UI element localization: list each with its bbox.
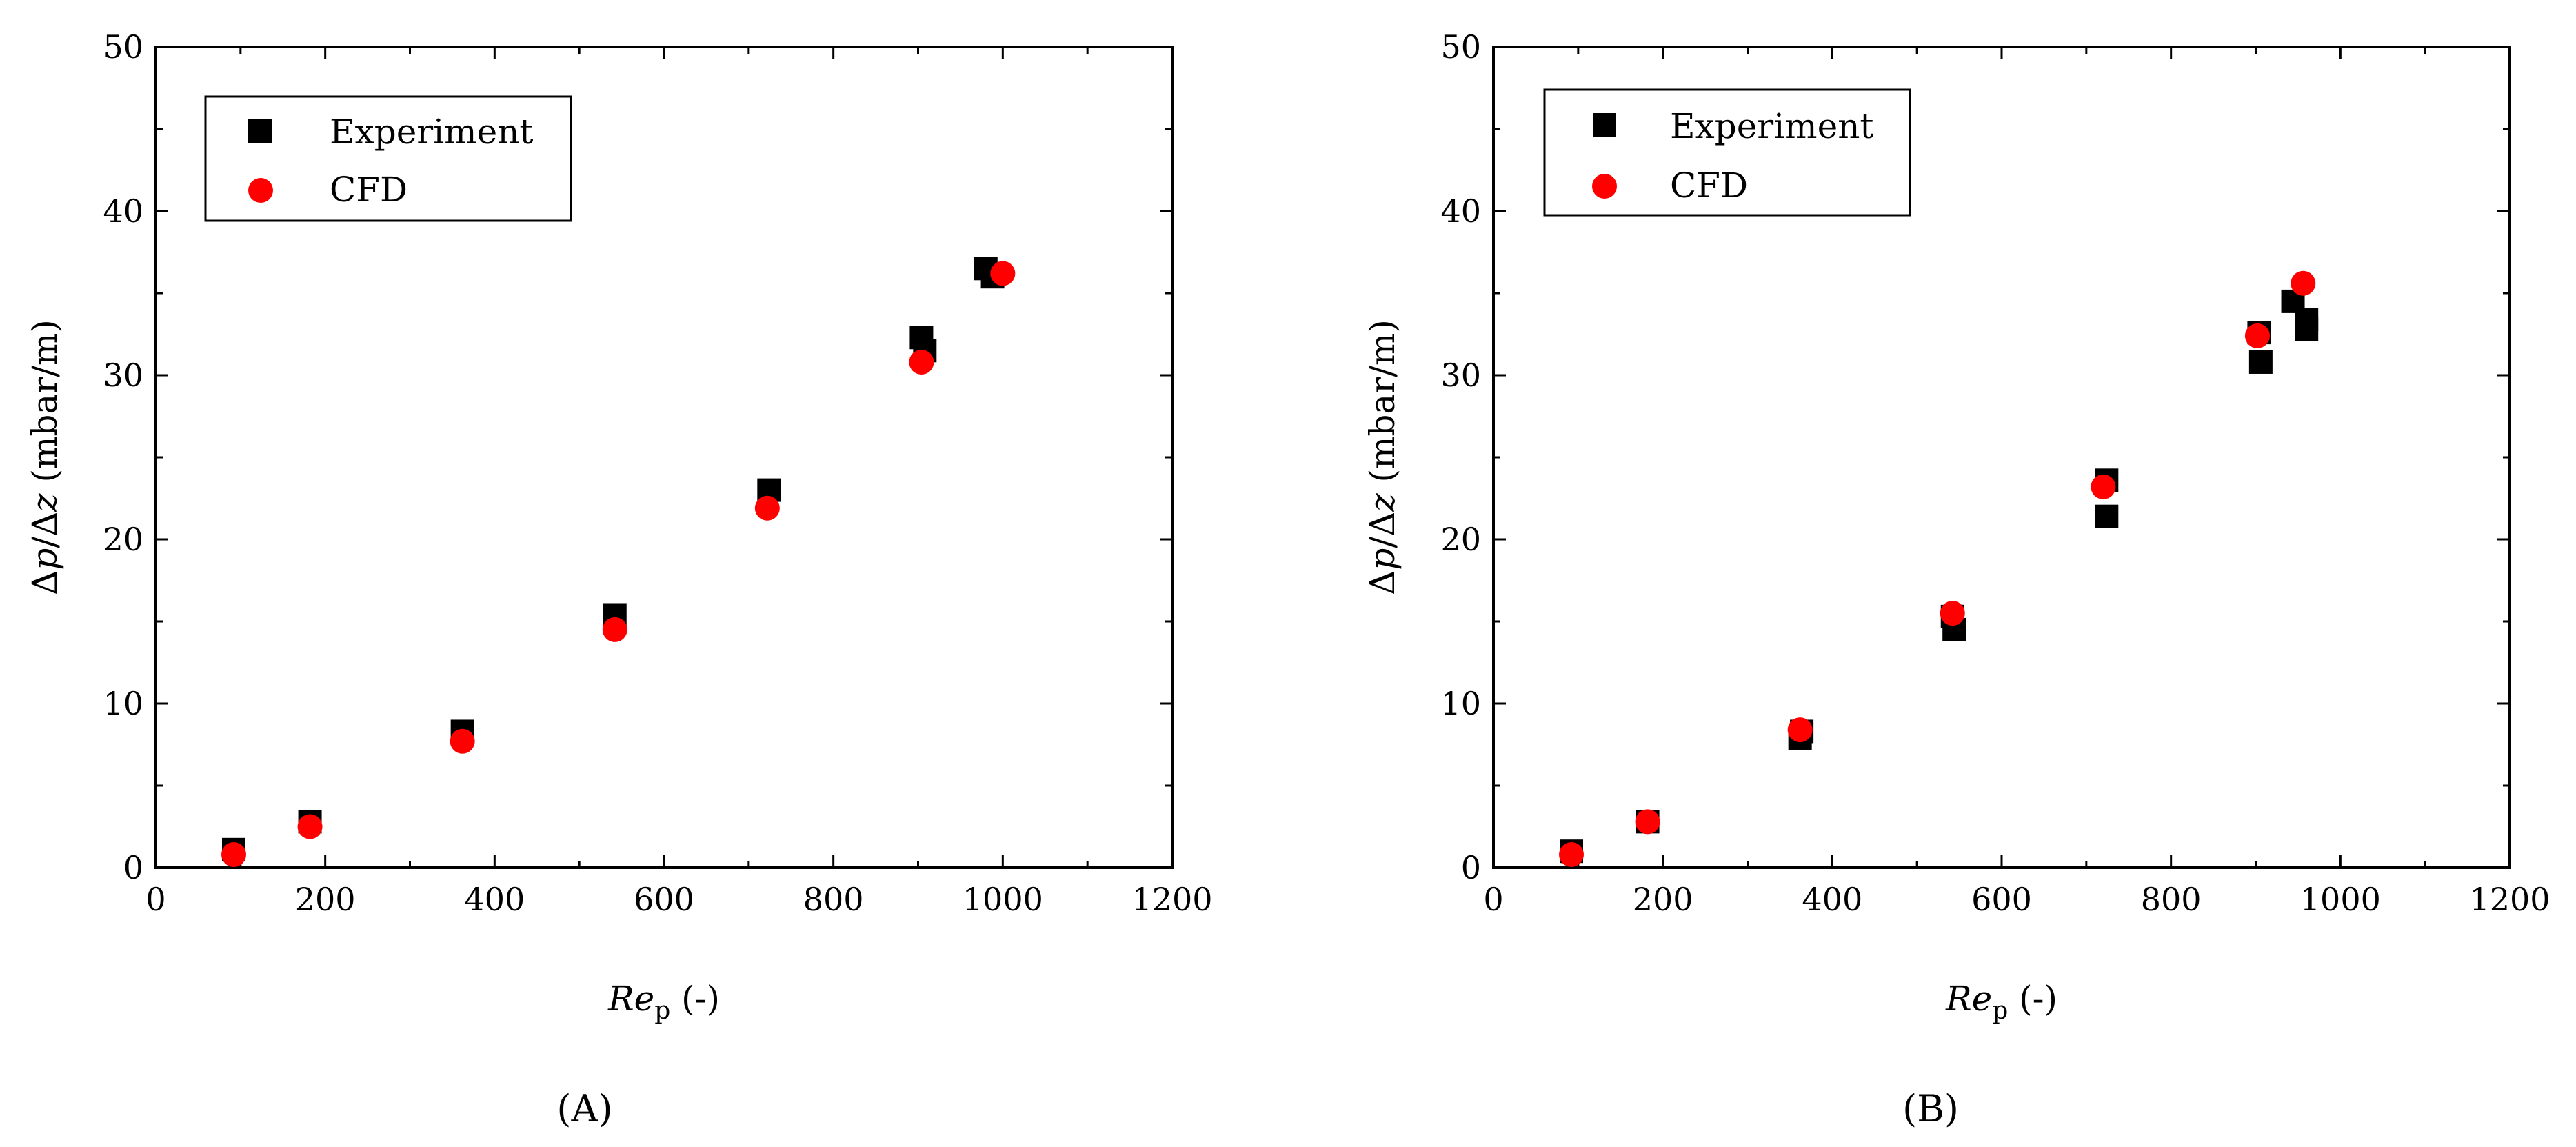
legend: Experiment CFD — [1543, 88, 1911, 217]
y-tick-label: 50 — [103, 28, 143, 66]
y-tick-label: 0 — [123, 849, 143, 886]
y-axis-label: Δp/Δz (mbar/m) — [1362, 319, 1402, 595]
panel-a: 0 200 400 600 800 1000 1200 0 10 20 30 40 50 Experim… — [25, 28, 1213, 1130]
x-axis-label: Rep (-) — [607, 979, 720, 1025]
y-tick-label: 20 — [103, 521, 143, 558]
cfd-point — [1559, 841, 1584, 867]
data-points — [1559, 270, 2319, 867]
x-axis-label: Rep (-) — [1945, 979, 2057, 1025]
x-tick-label: 800 — [803, 881, 864, 918]
legend-box — [1543, 88, 1911, 217]
x-tick-label: 400 — [1802, 881, 1862, 918]
y-tick-label: 30 — [103, 357, 143, 394]
cfd-point — [909, 349, 934, 375]
y-axis-label: Δp/Δz (mbar/m) — [25, 319, 65, 595]
legend-cfd-label: CFD — [330, 170, 407, 210]
x-tick-label: 1000 — [2300, 881, 2381, 918]
legend-experiment-label: Experiment — [1670, 106, 1873, 146]
cfd-point — [602, 617, 627, 642]
y-tick-label: 0 — [1461, 849, 1481, 886]
panel-b: 0 200 400 600 800 1000 1200 0 10 20 30 40 50 Experim… — [1362, 28, 2550, 1130]
cfd-point — [1635, 809, 1660, 835]
axis-ticks: 0 200 400 600 800 1000 1200 0 10 20 30 40 50 — [1440, 28, 2550, 918]
legend: Experiment CFD — [204, 95, 572, 222]
data-points — [221, 257, 1016, 867]
experiment-point — [2248, 350, 2273, 374]
y-tick-label: 30 — [1440, 357, 1481, 394]
x-tick-label: 0 — [145, 881, 165, 918]
legend-experiment-marker — [1593, 113, 1616, 137]
experiment-point — [2295, 317, 2319, 341]
y-tick-label: 40 — [1440, 192, 1481, 230]
cfd-point — [297, 814, 323, 839]
x-tick-label: 1000 — [963, 881, 1043, 918]
x-tick-label: 600 — [1971, 881, 2032, 918]
y-tick-label: 50 — [1440, 28, 1481, 66]
cfd-point — [990, 261, 1016, 286]
legend-cfd-marker — [248, 178, 273, 203]
cfd-point — [450, 728, 475, 754]
x-tick-label: 0 — [1483, 881, 1503, 918]
axis-ticks: 0 200 400 600 800 1000 1200 0 10 20 30 40 50 — [103, 28, 1212, 918]
legend-experiment-marker — [248, 119, 272, 143]
cfd-point — [2091, 474, 2116, 499]
x-tick-label: 1200 — [2469, 881, 2550, 918]
x-tick-label: 600 — [634, 881, 694, 918]
legend-cfd-marker — [1592, 174, 1617, 199]
experiment-point — [2095, 504, 2119, 528]
panel-label: (A) — [556, 1087, 612, 1130]
y-tick-label: 20 — [1440, 521, 1481, 558]
cfd-point — [2244, 323, 2270, 348]
x-tick-label: 1200 — [1131, 881, 1212, 918]
cfd-point — [754, 495, 780, 521]
y-tick-label: 10 — [1440, 685, 1481, 722]
y-tick-label: 10 — [103, 685, 143, 722]
legend-cfd-label: CFD — [1670, 166, 1748, 206]
x-tick-label: 400 — [464, 881, 525, 918]
x-tick-label: 200 — [1633, 881, 1693, 918]
cfd-point — [1787, 717, 1813, 743]
x-tick-label: 800 — [2141, 881, 2202, 918]
cfd-point — [2291, 270, 2316, 296]
panel-label: (B) — [1902, 1087, 1959, 1130]
cfd-point — [221, 841, 247, 867]
y-tick-label: 40 — [103, 192, 143, 230]
x-tick-label: 200 — [295, 881, 356, 918]
legend-experiment-label: Experiment — [330, 112, 533, 152]
cfd-point — [1940, 601, 1965, 626]
